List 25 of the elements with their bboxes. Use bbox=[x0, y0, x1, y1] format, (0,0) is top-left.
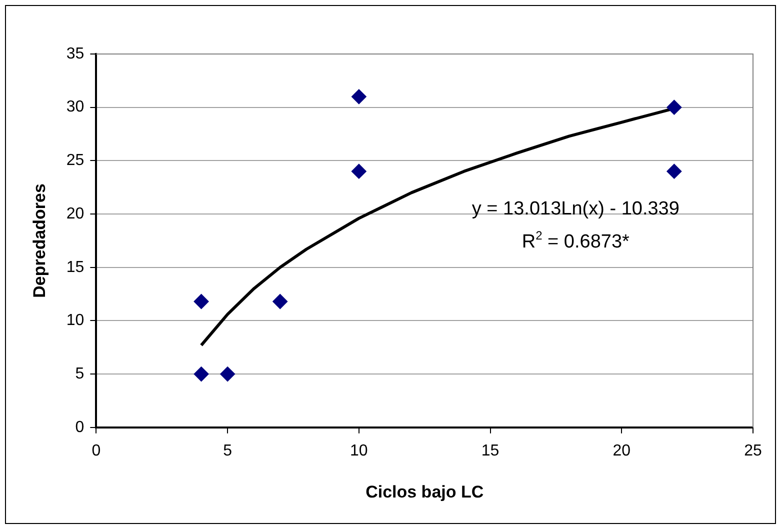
x-tick-label: 5 bbox=[223, 442, 232, 460]
y-axis-title: Depredadores bbox=[30, 184, 49, 298]
x-tick-label: 0 bbox=[92, 442, 101, 460]
y-tick-label: 20 bbox=[66, 205, 84, 222]
x-tick-label: 25 bbox=[744, 442, 762, 460]
x-tick-label: 20 bbox=[612, 442, 631, 460]
y-tick-label: 15 bbox=[66, 258, 84, 276]
y-tick-label: 35 bbox=[66, 45, 84, 62]
point bbox=[666, 100, 682, 115]
x-axis-title: Ciclos bajo LC bbox=[366, 482, 484, 502]
point bbox=[194, 294, 209, 310]
x-tick-label: 10 bbox=[350, 442, 368, 460]
y-tick-label: 5 bbox=[75, 365, 84, 382]
y-tick-label: 30 bbox=[66, 98, 84, 116]
point bbox=[194, 366, 209, 382]
point bbox=[666, 164, 682, 179]
point bbox=[351, 89, 366, 104]
point bbox=[351, 164, 366, 179]
point bbox=[272, 294, 288, 310]
y-tick-label: 25 bbox=[66, 152, 84, 170]
y-tick-label: 0 bbox=[75, 418, 84, 436]
x-tick-label: 15 bbox=[481, 442, 500, 460]
y-tick-label: 10 bbox=[66, 312, 84, 330]
point bbox=[220, 366, 236, 382]
annotation: y = 13.013Ln(x) - 10.339 bbox=[472, 198, 680, 220]
